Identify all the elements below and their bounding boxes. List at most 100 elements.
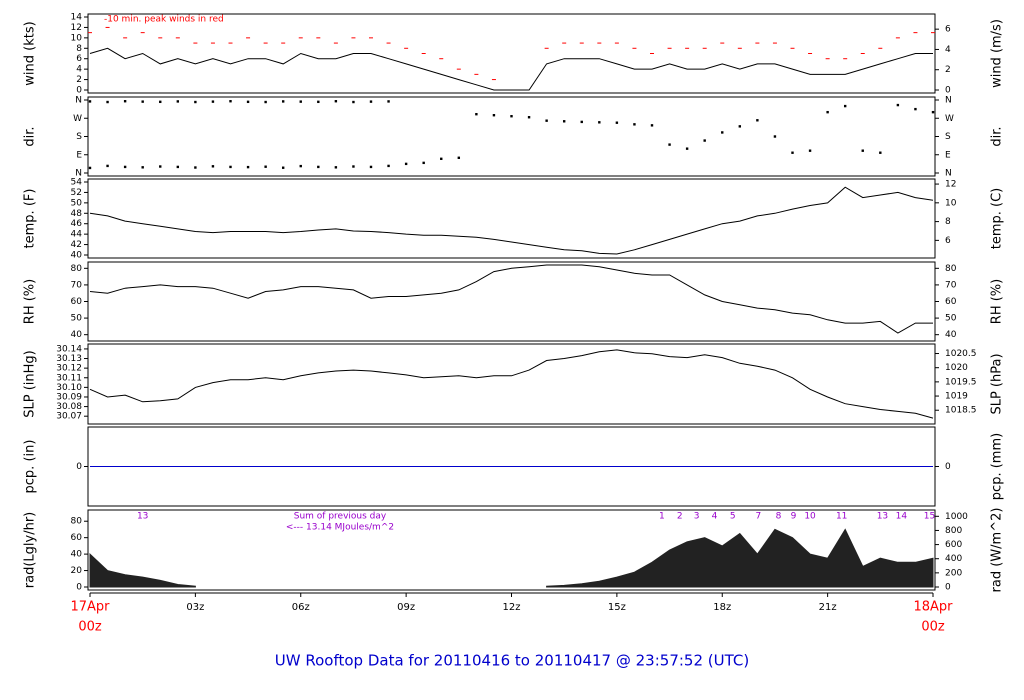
y-tick-label: 30.09: [56, 392, 82, 402]
x-tick-label: 06z: [292, 602, 310, 613]
data-point: [299, 164, 302, 168]
data-point: [931, 110, 935, 114]
data-point: [879, 151, 882, 154]
y-tick-label: E: [76, 150, 82, 160]
data-point: [246, 100, 250, 104]
y-tick-label: 0: [76, 583, 82, 593]
data-point: [808, 149, 812, 152]
y2-tick-label: 400: [945, 554, 962, 564]
hour-marker: 5: [730, 512, 736, 522]
data-point: [685, 147, 689, 150]
data-point: [317, 165, 320, 169]
panel-frame: [87, 509, 936, 591]
data-point: [756, 119, 759, 122]
data-line: [89, 264, 933, 334]
data-point: [791, 151, 794, 154]
data-point: [861, 149, 864, 152]
data-point: [475, 112, 478, 116]
y-tick-label: 44: [71, 230, 83, 240]
y-tick-label: 12: [71, 23, 82, 33]
data-point: [404, 162, 408, 166]
y-axis-label: wind (kts): [23, 21, 38, 85]
y2-tick-label: 200: [945, 568, 962, 578]
panel-frame: [87, 96, 936, 177]
x-tick-label: 15z: [608, 602, 626, 613]
y2-tick-label: 80: [945, 264, 957, 274]
data-point: [492, 114, 496, 117]
data-point: [246, 165, 250, 169]
y2-axis-label: temp. (C): [990, 188, 1005, 250]
panel-frame: [87, 343, 936, 425]
y2-tick-label: 70: [945, 280, 957, 290]
data-point: [264, 100, 267, 104]
annotation: <--- 13.14 MJoules/m^2: [286, 523, 394, 533]
data-point: [159, 165, 162, 168]
data-point: [914, 107, 917, 111]
y2-tick-label: 8: [945, 217, 951, 227]
data-line: [89, 47, 933, 91]
data-point: [176, 100, 180, 103]
y2-tick-label: 12: [945, 180, 956, 190]
data-point: [703, 139, 706, 142]
y-axis-label: RH (%): [23, 279, 38, 324]
y2-tick-label: N: [945, 96, 952, 106]
data-point: [141, 100, 144, 103]
data-point: [721, 131, 724, 134]
y-tick-label: 2: [76, 75, 82, 85]
data-point: [352, 100, 355, 104]
data-point: [229, 165, 232, 169]
y2-tick-label: W: [945, 114, 954, 124]
data-point: [211, 100, 215, 103]
data-point: [317, 100, 320, 104]
y-tick-label: 20: [71, 566, 83, 576]
y2-tick-label: 0: [945, 462, 951, 472]
hour-marker: 10: [804, 512, 816, 522]
y-tick-label: 30.07: [56, 412, 82, 422]
y2-tick-label: 600: [945, 540, 962, 550]
y2-tick-label: 10: [945, 198, 957, 208]
data-point: [773, 135, 777, 138]
y2-tick-label: 1020: [945, 363, 968, 373]
data-point: [580, 120, 583, 124]
data-point: [88, 166, 92, 170]
hour-marker: 13: [137, 512, 148, 522]
y-axis-label: temp. (F): [23, 189, 38, 249]
data-line: [89, 349, 934, 419]
y2-tick-label: 60: [945, 297, 957, 307]
y-axis-label: SLP (inHg): [23, 350, 38, 418]
data-point: [123, 100, 127, 103]
data-point: [826, 110, 829, 114]
y-tick-label: 80: [71, 264, 83, 274]
data-point: [562, 120, 566, 123]
y2-axis-label: rad (W/m^2): [990, 508, 1005, 593]
data-point: [194, 166, 197, 169]
data-point: [264, 165, 267, 168]
data-point: [668, 143, 671, 146]
hour-marker: 8: [776, 512, 782, 522]
y2-tick-label: 1000: [945, 512, 968, 522]
data-point: [88, 100, 92, 103]
y-tick-label: W: [73, 114, 82, 124]
x-tick-label: 12z: [503, 602, 521, 613]
hour-marker: 1: [659, 512, 665, 522]
y2-tick-label: 1019: [945, 392, 968, 402]
y2-tick-label: 1019.5: [945, 377, 977, 387]
data-point: [281, 100, 285, 103]
y2-tick-label: 4: [945, 45, 951, 55]
x-date-label: 18Apr: [913, 600, 953, 615]
y-tick-label: 50: [71, 314, 83, 324]
panel-frame: [87, 13, 936, 94]
hour-marker: 15: [924, 512, 935, 522]
y-tick-label: 70: [71, 280, 83, 290]
data-point: [633, 123, 636, 126]
hour-marker: 9: [791, 512, 797, 522]
y-tick-label: 8: [76, 44, 82, 54]
data-point: [141, 166, 144, 169]
y-tick-label: 54: [71, 178, 83, 188]
y2-tick-label: 50: [945, 314, 957, 324]
y2-tick-label: 6: [945, 236, 951, 246]
hour-marker: 3: [694, 512, 700, 522]
y2-tick-label: E: [945, 150, 951, 160]
data-point: [334, 100, 338, 103]
